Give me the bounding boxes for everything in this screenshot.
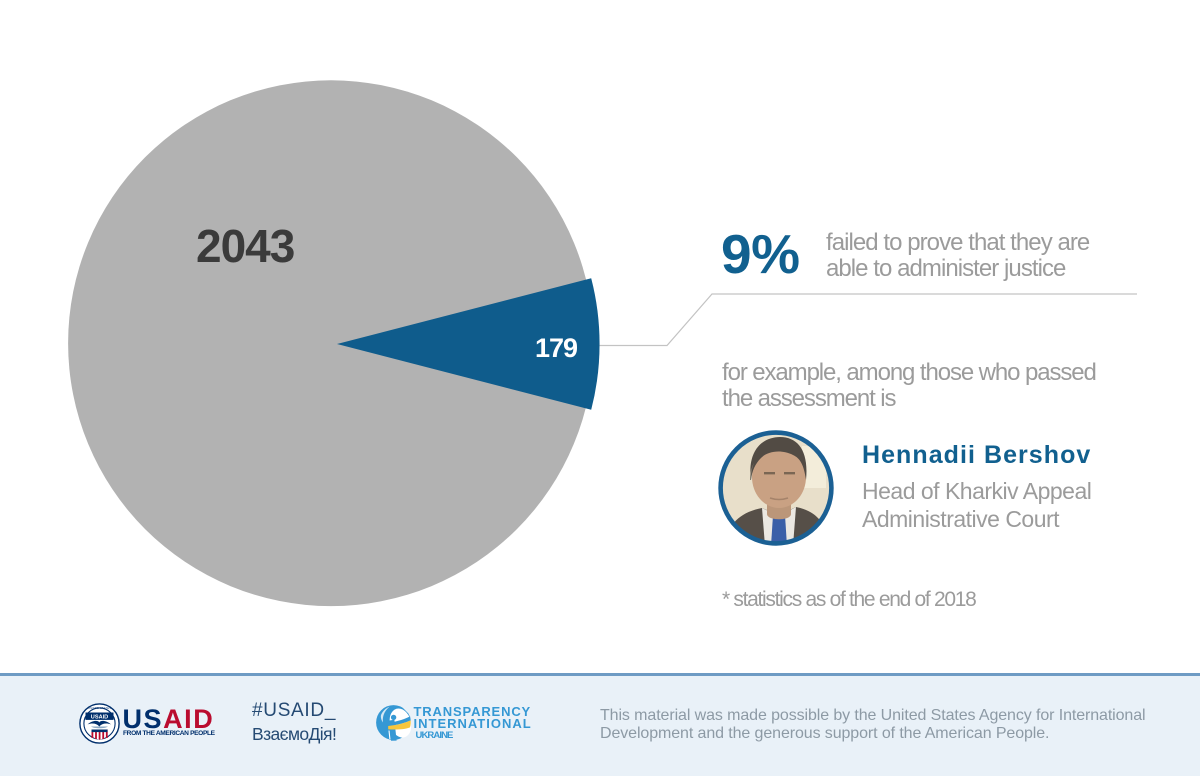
svg-text:USAID: USAID (91, 714, 108, 720)
svg-text:UNITED STATES: UNITED STATES (88, 706, 111, 710)
